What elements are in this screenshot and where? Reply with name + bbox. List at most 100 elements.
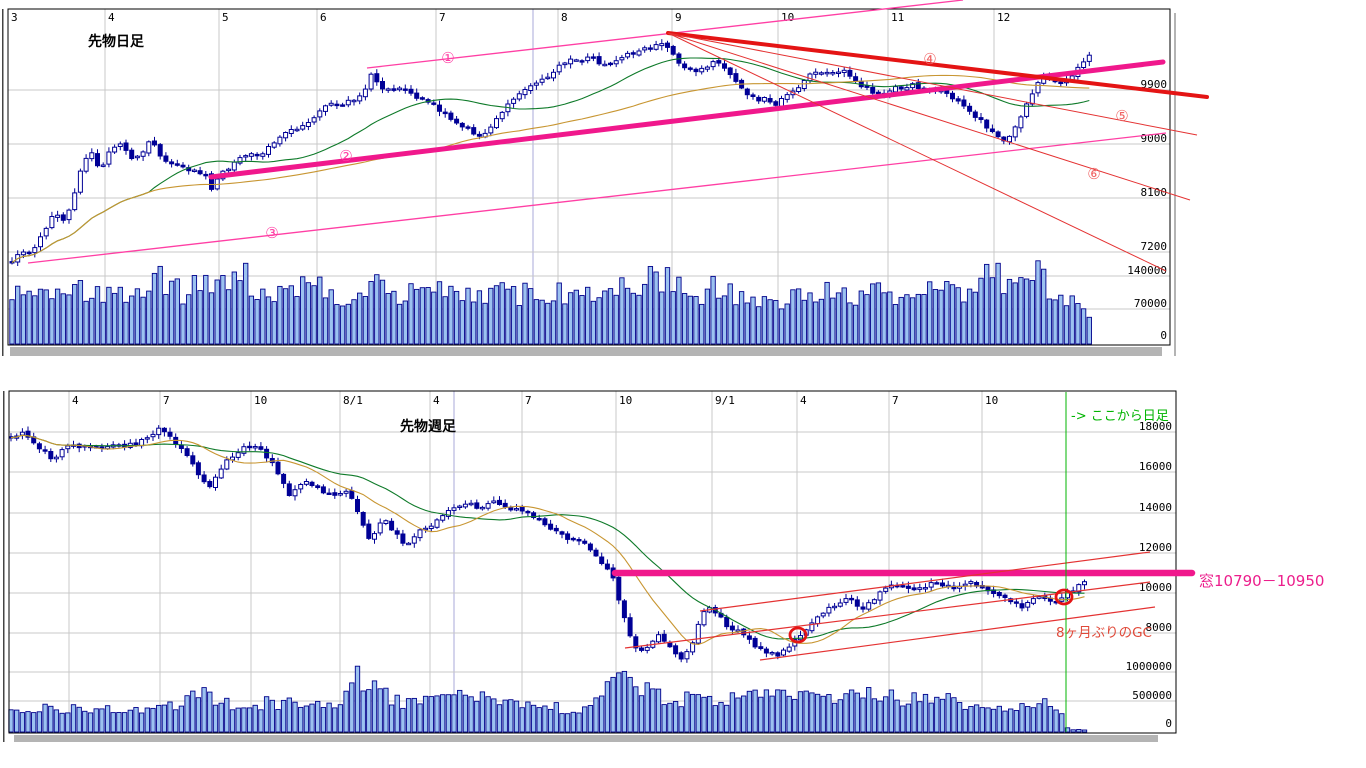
- candle-up: [613, 60, 619, 65]
- candle-down: [767, 98, 773, 103]
- volume-bar: [65, 712, 71, 733]
- candle-up: [801, 80, 807, 89]
- candle-up: [1029, 93, 1035, 105]
- volume-bar: [678, 706, 684, 733]
- candle-down: [639, 647, 644, 651]
- candle-up: [294, 128, 300, 132]
- candle-up: [562, 62, 568, 66]
- volume-bar: [263, 696, 270, 733]
- volume-bar: [599, 695, 605, 733]
- candle-up: [761, 97, 767, 102]
- candle-down: [582, 540, 588, 544]
- volume-bar: [186, 294, 192, 345]
- candle-down: [633, 636, 639, 649]
- volume-bar: [613, 294, 619, 345]
- candle-down: [596, 56, 602, 65]
- volume-bar: [699, 303, 705, 345]
- volume-bar: [428, 696, 434, 733]
- candle-up: [690, 642, 696, 653]
- candle-down: [258, 446, 264, 450]
- candle-down: [201, 474, 207, 483]
- candle-up: [55, 214, 61, 218]
- volume-bar: [258, 709, 264, 733]
- candle-up: [1086, 54, 1092, 62]
- candle-up: [514, 508, 519, 511]
- candle-up: [191, 169, 197, 173]
- volume-bar: [241, 707, 247, 733]
- candle-down: [349, 490, 355, 499]
- candle-up: [928, 582, 934, 588]
- candle-up: [226, 168, 232, 172]
- axis-label: 8000: [1146, 621, 1173, 634]
- volume-bar: [949, 284, 956, 345]
- candle-down: [630, 52, 636, 55]
- volume-bar: [54, 288, 61, 345]
- candle-up: [72, 192, 78, 211]
- candle-down: [621, 600, 627, 619]
- volume-bar: [89, 297, 95, 345]
- volume-bar: [559, 713, 565, 733]
- volume-bar: [870, 283, 876, 345]
- volume-bar: [345, 303, 351, 345]
- candle-up: [337, 493, 343, 496]
- volume-bar: [928, 702, 934, 733]
- volume-bar: [778, 308, 785, 345]
- volume-bar: [1059, 713, 1065, 733]
- candle-up: [440, 515, 446, 521]
- candle-down: [389, 520, 395, 531]
- volume-bar: [167, 701, 173, 733]
- volume-bar: [1012, 282, 1018, 345]
- volume-bar: [922, 693, 929, 733]
- volume-bar: [661, 704, 667, 733]
- volume-bar: [801, 299, 807, 345]
- candle-down: [911, 587, 917, 591]
- volume-bar: [224, 697, 230, 733]
- volume-bar: [587, 705, 594, 733]
- candle-up: [843, 598, 849, 603]
- candle-down: [756, 96, 762, 102]
- candle-up: [786, 646, 792, 652]
- recovery-channel-low-red-line: [759, 606, 1156, 661]
- candle-up: [328, 102, 334, 106]
- volume-bar: [462, 694, 469, 733]
- volume-bar: [909, 297, 916, 345]
- volume-bar: [59, 712, 65, 733]
- candle-up: [701, 611, 707, 626]
- volume-bar: [820, 695, 826, 733]
- candle-down: [773, 101, 779, 106]
- volume-bar: [756, 306, 762, 345]
- candle-up: [1007, 135, 1012, 143]
- volume-bar: [932, 289, 939, 345]
- candle-up: [411, 536, 417, 544]
- volume-bar: [207, 691, 213, 733]
- candle-down: [593, 549, 599, 557]
- candle-down: [741, 628, 747, 636]
- volume-bar: [602, 290, 608, 345]
- volume-bar: [246, 707, 253, 733]
- candle-up: [837, 602, 843, 607]
- volume-bar: [1080, 308, 1087, 345]
- candle-up: [877, 591, 883, 601]
- candle-down: [400, 533, 406, 544]
- volume-bar: [962, 708, 968, 733]
- volume-bar: [843, 693, 849, 733]
- candle-up: [462, 503, 468, 508]
- volume-bar: [288, 285, 294, 345]
- weekly-plot-area[interactable]: [9, 391, 1176, 733]
- candle-down: [42, 449, 48, 452]
- volume-bar: [163, 294, 169, 345]
- volume-bar: [984, 263, 990, 345]
- candle-down: [203, 173, 209, 177]
- candle-down: [459, 122, 465, 128]
- candle-down: [340, 104, 346, 107]
- volume-bar: [619, 277, 625, 345]
- volume-bar: [934, 696, 940, 733]
- moving-average-26: [10, 434, 1085, 640]
- candle-up: [636, 50, 642, 56]
- candle-up: [417, 529, 423, 539]
- volume-bar: [25, 711, 31, 733]
- candle-up: [551, 71, 556, 79]
- golden-cross-circle-2: [1054, 588, 1074, 606]
- candle-down: [508, 507, 514, 511]
- fan-red-line-1: [667, 32, 1198, 136]
